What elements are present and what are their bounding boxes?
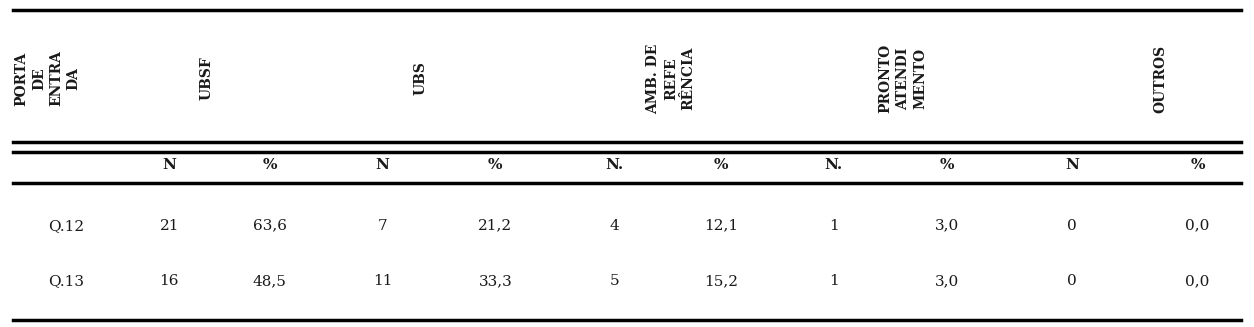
Text: N.: N. [825, 158, 843, 172]
Text: N: N [375, 158, 390, 172]
Text: UBS: UBS [413, 61, 428, 95]
Text: %: % [714, 158, 729, 172]
Text: 16: 16 [159, 274, 179, 288]
Text: 12,1: 12,1 [703, 219, 739, 232]
Text: %: % [488, 158, 503, 172]
Text: 48,5: 48,5 [252, 274, 287, 288]
Text: N: N [1065, 158, 1080, 172]
Text: 1: 1 [829, 274, 839, 288]
Text: %: % [939, 158, 954, 172]
Text: 7: 7 [377, 219, 387, 232]
Text: 1: 1 [829, 219, 839, 232]
Text: 63,6: 63,6 [252, 219, 287, 232]
Text: 21,2: 21,2 [478, 219, 513, 232]
Text: 0,0: 0,0 [1185, 219, 1210, 232]
Text: 4: 4 [609, 219, 619, 232]
Text: PRONTO
ATENDI
MENTO: PRONTO ATENDI MENTO [879, 44, 927, 113]
Text: AMB. DE
REFE
RÊNCIA: AMB. DE REFE RÊNCIA [647, 43, 695, 114]
Text: N: N [162, 158, 177, 172]
Text: 3,0: 3,0 [934, 219, 959, 232]
Text: 0: 0 [1067, 274, 1077, 288]
Text: 11: 11 [372, 274, 393, 288]
Text: PORTA
DE
ENTRA
DA: PORTA DE ENTRA DA [15, 51, 80, 106]
Text: 0,0: 0,0 [1185, 274, 1210, 288]
Text: Q.12: Q.12 [48, 219, 84, 232]
Text: 0: 0 [1067, 219, 1077, 232]
Text: %: % [1190, 158, 1205, 172]
Text: 33,3: 33,3 [479, 274, 512, 288]
Text: 5: 5 [609, 274, 619, 288]
Text: UBSF: UBSF [199, 57, 214, 100]
Text: %: % [262, 158, 277, 172]
Text: 21: 21 [159, 219, 179, 232]
Text: Q.13: Q.13 [48, 274, 84, 288]
Text: N.: N. [606, 158, 623, 172]
Text: 3,0: 3,0 [934, 274, 959, 288]
Text: OUTROS: OUTROS [1152, 44, 1167, 112]
Text: 15,2: 15,2 [703, 274, 739, 288]
